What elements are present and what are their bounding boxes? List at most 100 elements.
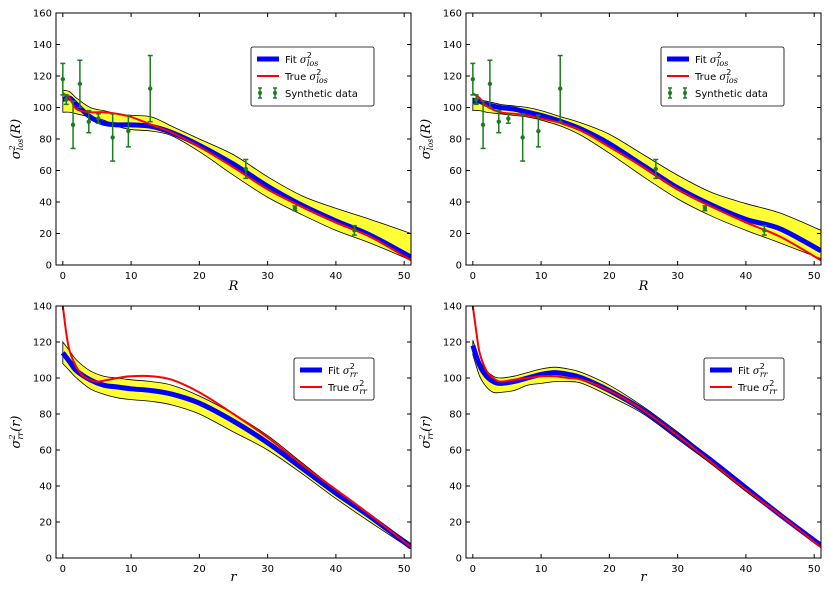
x-tick-label: 50 xyxy=(398,271,411,282)
y-tick-label: 20 xyxy=(449,229,462,240)
y-axis-label: σ2los(R) xyxy=(418,119,435,159)
y-tick-label: 80 xyxy=(39,410,52,421)
legend-entry-data: Synthetic data xyxy=(258,87,358,100)
y-tick-label: 120 xyxy=(33,72,52,83)
y-tick-label: 0 xyxy=(456,554,462,565)
y-tick-label: 80 xyxy=(449,410,462,421)
chart-bottom-right: 0 10 20 30 40 50 0 20 40 60 80 100 120 140 r σ2rr(r) Fit… xyxy=(418,302,822,585)
y-tick-label: 20 xyxy=(39,518,52,529)
axes-frame xyxy=(55,305,412,559)
y-axis-label: σ2rr(r) xyxy=(418,416,435,449)
legend-entry-fit: Fit σ2 rr xyxy=(710,362,769,379)
legend-label: True σ2 los xyxy=(694,68,738,85)
plot-area xyxy=(470,54,821,262)
plot-area xyxy=(60,306,411,550)
confidence-band xyxy=(472,340,821,548)
true-line xyxy=(471,306,821,548)
data-point xyxy=(351,224,357,236)
true-line xyxy=(62,92,411,262)
x-axis-label: r xyxy=(640,570,647,585)
true-line xyxy=(472,92,821,262)
y-axis-label: σ2los(R) xyxy=(8,119,25,159)
y-tick-label: 60 xyxy=(449,446,462,457)
y-tick-label: 140 xyxy=(33,302,52,313)
data-point xyxy=(470,62,476,96)
x-tick-label: 50 xyxy=(808,564,821,575)
plot-area xyxy=(60,54,411,262)
y-tick-label: 40 xyxy=(449,198,462,209)
x-tick-label: 20 xyxy=(193,564,206,575)
data-point xyxy=(487,59,493,109)
legend-entry-true: True σ2 los xyxy=(257,68,328,85)
legend-entry-data: Synthetic data xyxy=(668,87,768,100)
y-tick-label: 20 xyxy=(449,518,462,529)
y-tick-label: 60 xyxy=(39,446,52,457)
y-tick-label: 40 xyxy=(39,482,52,493)
legend-label: True σ2 los xyxy=(284,68,328,85)
y-axis-label: σ2rr(r) xyxy=(8,416,25,449)
legend-label: Fit σ2 rr xyxy=(328,362,359,379)
fit-line xyxy=(472,98,821,254)
y-tick-label: 140 xyxy=(443,302,462,313)
legend-label: Fit σ2 los xyxy=(695,51,728,68)
true-line xyxy=(61,306,411,548)
legend-entry-true: True σ2 rr xyxy=(300,379,368,396)
confidence-band xyxy=(62,89,411,261)
data-point xyxy=(292,205,298,212)
data-point xyxy=(110,113,116,162)
y-tick-label: 160 xyxy=(33,9,52,20)
y-tick-label: 60 xyxy=(449,166,462,177)
x-tick-label: 40 xyxy=(330,271,343,282)
x-tick-label: 0 xyxy=(60,564,66,575)
y-tick-label: 100 xyxy=(33,103,52,114)
y-tick-label: 40 xyxy=(449,482,462,493)
legend-entry-fit: Fit σ2 rr xyxy=(300,362,359,379)
legend-label: Synthetic data xyxy=(285,89,358,100)
data-point xyxy=(496,109,502,134)
x-axis-label: R xyxy=(228,279,239,294)
chart-top-right: 0 10 20 30 40 50 0 20 40 60 80 100 120 140 160 Rσ2los(R… xyxy=(418,9,822,294)
x-tick-label: 30 xyxy=(671,564,684,575)
x-tick-label: 10 xyxy=(125,271,138,282)
y-tick-label: 100 xyxy=(443,374,462,385)
data-point xyxy=(243,158,249,180)
chart-bottom-left: 0 10 20 30 40 50 0 20 40 60 80 100 120 140 r σ2rr(r) Fit… xyxy=(8,302,412,585)
data-point xyxy=(535,114,541,148)
data-point xyxy=(473,94,479,106)
chart-top-left: 0 10 20 30 40 50 0 20 40 60 80 100 120 140 160 Rσ2los(R… xyxy=(8,9,412,294)
data-point xyxy=(520,113,526,162)
data-point xyxy=(480,100,486,150)
y-tick-label: 60 xyxy=(39,166,52,177)
x-tick-label: 40 xyxy=(330,564,343,575)
confidence-band xyxy=(472,97,821,260)
y-tick-label: 40 xyxy=(39,198,52,209)
y-tick-label: 100 xyxy=(33,374,52,385)
data-point xyxy=(86,109,92,134)
fit-line xyxy=(470,344,821,548)
legend-entry-true: True σ2 rr xyxy=(710,379,778,396)
axes-frame xyxy=(465,305,822,559)
legend-entry-true: True σ2 los xyxy=(667,68,738,85)
plot-area xyxy=(470,306,821,548)
y-tick-label: 140 xyxy=(443,40,462,51)
y-tick-label: 80 xyxy=(449,135,462,146)
x-tick-label: 40 xyxy=(740,271,753,282)
x-tick-label: 10 xyxy=(125,564,138,575)
y-tick-label: 140 xyxy=(33,40,52,51)
legend-entry-fit: Fit σ2 los xyxy=(257,51,318,68)
legend-label: True σ2 rr xyxy=(737,379,778,396)
data-point xyxy=(77,59,83,109)
data-point xyxy=(761,224,767,236)
y-tick-label: 80 xyxy=(39,135,52,146)
x-tick-label: 0 xyxy=(60,271,66,282)
y-tick-label: 100 xyxy=(443,103,462,114)
x-tick-label: 10 xyxy=(535,564,548,575)
y-tick-label: 160 xyxy=(443,9,462,20)
data-point xyxy=(505,113,511,124)
x-tick-label: 0 xyxy=(470,564,476,575)
x-tick-label: 40 xyxy=(740,564,753,575)
